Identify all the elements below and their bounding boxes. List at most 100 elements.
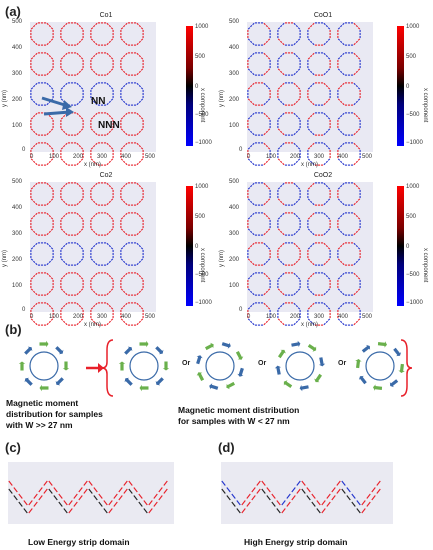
moment-arrow [307, 344, 317, 352]
x-tick: 0 [247, 154, 251, 160]
y-tick: 200 [229, 97, 240, 103]
moment-dash [263, 272, 266, 276]
colorbar-ticks: 1000 500 0 −500 −1000 [195, 182, 225, 312]
moment-dash [60, 217, 64, 220]
moment-dash [293, 162, 296, 166]
moment-dash [325, 275, 328, 278]
moment-dash [60, 228, 64, 231]
moment-dash [325, 145, 328, 148]
moment-dash [293, 22, 296, 26]
moment-dash [277, 258, 281, 261]
moment-dash [63, 200, 66, 203]
colorbar-ticks: 1000 500 0 −500 −1000 [406, 182, 433, 312]
moment-dash [252, 132, 255, 136]
moment-dash [33, 145, 36, 148]
moment-arrow [196, 355, 203, 365]
moment-dash [342, 42, 345, 46]
y-tick: 300 [229, 71, 240, 77]
moment-dash [307, 68, 311, 71]
moment-dash [297, 147, 301, 150]
moment-dash [265, 275, 268, 278]
moment-arrow [235, 351, 244, 360]
moment-dash [267, 198, 271, 201]
moment-dash [50, 57, 54, 60]
x-tick: 400 [121, 154, 132, 160]
moment-dash [312, 272, 315, 276]
moment-dash [280, 320, 283, 323]
moment-dash [46, 132, 49, 136]
moment-dash [30, 98, 34, 101]
moment-dash [342, 132, 345, 136]
moment-dash [93, 320, 96, 323]
moment-dash [307, 128, 311, 131]
moment-dash [106, 162, 109, 166]
moment-dash [356, 508, 361, 514]
moment-dash [46, 162, 49, 166]
moment-dash [60, 38, 64, 41]
moment-dash [340, 320, 343, 323]
moment-dash [295, 25, 298, 28]
moment-dash [53, 487, 58, 493]
moment-dash [297, 87, 301, 90]
moment-dash [133, 487, 138, 493]
moment-dash [60, 68, 64, 71]
moment-dash [263, 242, 266, 246]
moment-dash [93, 145, 96, 148]
moment-dash [30, 27, 34, 30]
moment-dash [340, 185, 343, 188]
moment-dash [76, 302, 79, 306]
moment-dash [78, 130, 81, 133]
moment-dash [120, 128, 124, 131]
moment-dash [65, 182, 68, 186]
moment-dash [337, 307, 341, 310]
moment-dash [265, 55, 268, 58]
moment-dash [295, 160, 298, 163]
moment-dash [106, 232, 109, 236]
moment-dash [356, 500, 361, 506]
moment-dash [337, 98, 341, 101]
moment-dash [120, 277, 124, 280]
moment-dash [136, 22, 139, 26]
cbar-tick: 500 [195, 214, 206, 220]
moment-dash [63, 70, 66, 73]
moment-dash [123, 320, 126, 323]
moment-dash [46, 102, 49, 106]
moment-dash [342, 212, 345, 216]
moment-dash [277, 98, 281, 101]
moment-dash [312, 162, 315, 166]
moment-dash [337, 247, 341, 250]
moment-dash [140, 258, 144, 261]
moment-dash [325, 200, 328, 203]
moment-dash [80, 98, 84, 101]
moment-dash [140, 98, 144, 101]
moment-dash [30, 128, 34, 131]
cbar-tick: −500 [195, 272, 209, 278]
moment-dash [346, 495, 351, 501]
moment-dash [93, 55, 96, 58]
moment-dash [265, 185, 268, 188]
moment-dash [342, 302, 345, 306]
moment-dash [90, 27, 94, 30]
moment-dash [307, 117, 311, 120]
moment-dash [48, 275, 51, 278]
moment-dash [342, 182, 345, 186]
moment-dash [95, 232, 98, 236]
moment-dash [293, 242, 296, 246]
moment-dash [312, 42, 315, 46]
colorbar [397, 186, 404, 306]
moment-dash [247, 217, 251, 220]
moment-arrow [55, 377, 64, 386]
moment-dash [95, 42, 98, 46]
moment-dash [295, 290, 298, 293]
moment-dash [265, 230, 268, 233]
moment-dash [78, 215, 81, 218]
moment-dash [63, 160, 66, 163]
moment-dash [30, 307, 34, 310]
moment-dash [312, 132, 315, 136]
y-axis-label: y (nm) [219, 250, 225, 267]
moment-dash [35, 302, 38, 306]
moment-arrow [139, 384, 149, 392]
moment-dash [251, 495, 256, 501]
moment-dash [125, 72, 128, 76]
moment-dash [136, 182, 139, 186]
